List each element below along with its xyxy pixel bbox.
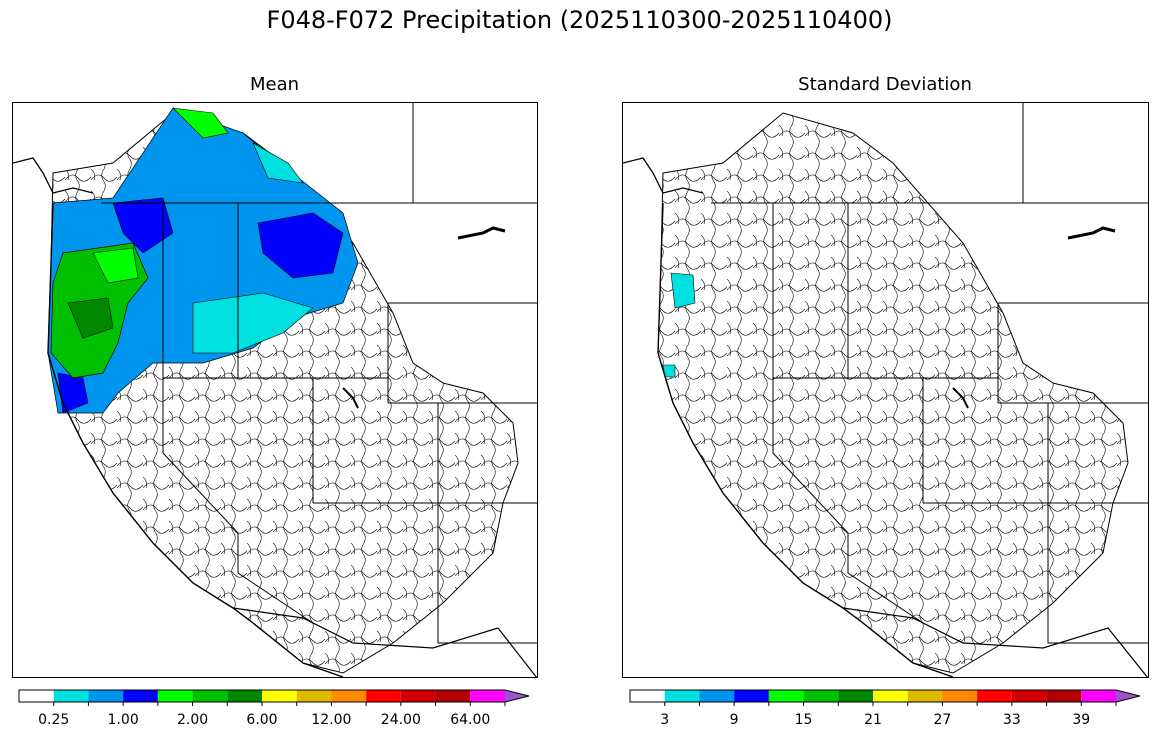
precip-cyan-region — [192, 292, 314, 354]
colorbar-swatch — [157, 690, 193, 702]
colorbar-swatch — [1116, 690, 1140, 702]
colorbar-swatch — [734, 690, 769, 702]
sd-map — [622, 102, 1149, 678]
colorbar-tick-label: 0.25 — [38, 712, 70, 728]
great-lake — [457, 226, 506, 240]
mean-map — [12, 102, 538, 678]
colorbar-tick-label: 12.00 — [311, 712, 352, 728]
colorbar-swatch — [227, 690, 262, 702]
sd-cyan-region-1 — [670, 272, 696, 309]
colorbar-swatch — [331, 690, 367, 702]
colorbar-tick-label: 21 — [864, 712, 882, 728]
precip-dark-blue-1 — [112, 197, 174, 254]
precip-cyan-north — [252, 142, 304, 184]
colorbar-swatch — [1046, 690, 1082, 702]
precip-dark-green — [67, 297, 114, 339]
great-lake-sd — [1067, 226, 1116, 240]
colorbar-swatch — [262, 690, 297, 702]
mexico-border-sd — [842, 607, 1148, 677]
great-salt-lake-sd — [952, 387, 969, 409]
mean-colorbar: 0.25 1.00 2.00 6.00 12.00 24.00 64.00 — [18, 688, 530, 736]
colorbar-strip — [629, 689, 1141, 706]
colorbar-swatch — [664, 690, 700, 702]
colorbar-strip — [18, 689, 530, 706]
colorbar-swatch — [630, 690, 665, 702]
precip-green-north — [172, 107, 229, 139]
colorbar-swatch — [435, 690, 471, 702]
colorbar-tick-label: 33 — [1002, 712, 1021, 728]
colorbar-outline — [629, 689, 1141, 703]
precip-light-green — [92, 247, 139, 284]
state-boundaries — [101, 103, 537, 644]
colorbar-swatch — [123, 690, 158, 702]
colorbar-swatch — [53, 690, 89, 702]
canada-coast — [13, 157, 94, 194]
sd-colorbar: 3 9 15 21 27 33 39 — [629, 688, 1141, 736]
colorbar-swatch — [838, 690, 873, 702]
colorbar-swatch — [803, 690, 839, 702]
colorbar-tick-label: 2.00 — [176, 712, 209, 728]
sd-panel-title: Standard Deviation — [798, 74, 972, 95]
colorbar-swatch — [19, 690, 54, 702]
sd-map-canvas — [623, 103, 1148, 677]
colorbar-tick-label: 9 — [729, 712, 739, 728]
colorbar-swatch — [400, 690, 436, 702]
colorbar-tick-label: 6.00 — [246, 712, 278, 728]
coastline — [47, 202, 344, 677]
mean-panel-title: Mean — [249, 74, 300, 95]
colorbar-swatch — [505, 690, 529, 702]
colorbar-swatch — [977, 690, 1012, 702]
western-us-basins-sd — [657, 112, 1129, 674]
colorbar-swatch — [942, 690, 978, 702]
colorbar-swatch — [699, 690, 735, 702]
colorbar-tick-label: 24.00 — [380, 712, 421, 728]
colorbar-swatch — [296, 690, 332, 702]
coastline-sd — [657, 202, 954, 677]
colorbar-swatch — [768, 690, 804, 702]
mean-map-canvas — [13, 103, 537, 677]
figure-title: F048-F072 Precipitation (2025110300-2025… — [266, 6, 893, 34]
great-salt-lake — [342, 387, 359, 409]
colorbar-swatch — [1011, 690, 1047, 702]
colorbar-tick-label: 64.00 — [450, 712, 491, 728]
colorbar-swatch — [88, 690, 124, 702]
precip-dark-blue-2 — [257, 212, 344, 279]
mexico-border — [232, 607, 537, 677]
colorbar-swatch — [1081, 690, 1116, 702]
colorbar-tick-label: 39 — [1072, 712, 1091, 728]
colorbar-tick-label: 15 — [794, 712, 813, 728]
colorbar-tick-label: 3 — [660, 712, 670, 728]
colorbar-outline — [18, 689, 530, 703]
canada-coast-sd — [623, 157, 704, 194]
state-boundaries-sd — [711, 103, 1148, 644]
colorbar-tick-label: 27 — [933, 712, 952, 728]
colorbar-swatch — [907, 690, 943, 702]
colorbar-tick-label: 1.00 — [107, 712, 139, 728]
colorbar-swatch — [366, 690, 401, 702]
colorbar-swatch — [470, 690, 505, 702]
colorbar-swatch — [192, 690, 228, 702]
colorbar-swatch — [873, 690, 908, 702]
